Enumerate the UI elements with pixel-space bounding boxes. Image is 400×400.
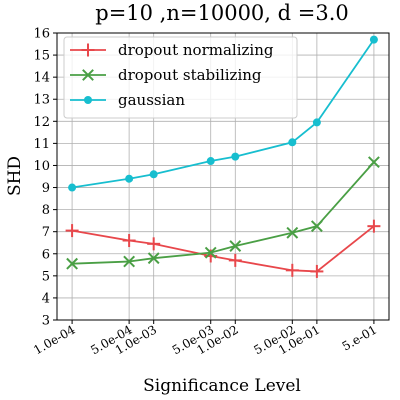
- series-line: [71, 39, 375, 189]
- y-tick-label: 6: [42, 247, 50, 262]
- y-tick-label: 5: [42, 269, 50, 284]
- legend-entry: dropout stabilizing: [70, 66, 262, 84]
- data-point: [206, 157, 215, 166]
- series-gaussian: [68, 35, 378, 192]
- x-axis-label: Significance Level: [143, 376, 301, 396]
- y-tick-label: 7: [42, 225, 50, 240]
- y-tick-label: 8: [42, 203, 50, 218]
- legend-entry: dropout normalizing: [70, 41, 274, 59]
- legend-entry: gaussian: [70, 91, 185, 109]
- data-point-b: [66, 257, 78, 270]
- legend: dropout normalizing dropout stabilizing ga…: [63, 36, 298, 119]
- data-point: [369, 35, 378, 44]
- data-point-b: [147, 252, 160, 265]
- data-point-b: [229, 240, 242, 252]
- data-point-b: [310, 220, 323, 233]
- data-point-b: [204, 246, 217, 259]
- y-tick-label: 12: [33, 115, 50, 130]
- y-tick-label: 13: [33, 93, 50, 108]
- legend-label: dropout stabilizing: [118, 66, 262, 84]
- chart-title: p=10 ,n=10000, d =3.0: [95, 1, 349, 25]
- x-tick-label: 5.e-01: [340, 322, 380, 353]
- y-tick-label: 11: [33, 137, 50, 152]
- data-point: [312, 118, 321, 127]
- legend-label: gaussian: [118, 91, 185, 109]
- y-tick-labels: 3 4 5 6 7 8 9 10 11 12 13 14 15 16: [33, 27, 57, 329]
- x-tick-label: 1.0e-04: [31, 322, 78, 357]
- data-point: [231, 152, 240, 161]
- series-dropout-stabilizing: [66, 156, 380, 270]
- y-tick-label: 14: [33, 71, 50, 86]
- data-point: [125, 174, 134, 183]
- y-tick-label: 15: [33, 49, 50, 64]
- series-line: [72, 161, 375, 265]
- legend-box: [63, 36, 298, 119]
- y-tick-label: 4: [42, 291, 50, 306]
- y-tick-label: 3: [42, 314, 50, 329]
- legend-marker-b: [82, 69, 94, 81]
- data-point: [288, 138, 297, 147]
- series-layer: [65, 35, 381, 278]
- data-point: [68, 183, 77, 192]
- y-tick-label: 9: [42, 181, 50, 196]
- data-point-b: [368, 156, 380, 169]
- legend-label: dropout normalizing: [118, 41, 274, 59]
- y-axis-label: SHD: [5, 156, 25, 196]
- plot-frame: [56, 32, 390, 321]
- data-point-b: [123, 255, 136, 268]
- data-point-b: [286, 226, 299, 239]
- y-tick-label: 16: [33, 27, 50, 42]
- legend-marker: [84, 96, 92, 104]
- data-point: [149, 170, 158, 179]
- x-tick-labels: 1.0e-04 5.0e-041.0e-03 5.0e-031.0e-02 5.0e-…: [31, 320, 379, 357]
- y-tick-label: 10: [33, 159, 50, 174]
